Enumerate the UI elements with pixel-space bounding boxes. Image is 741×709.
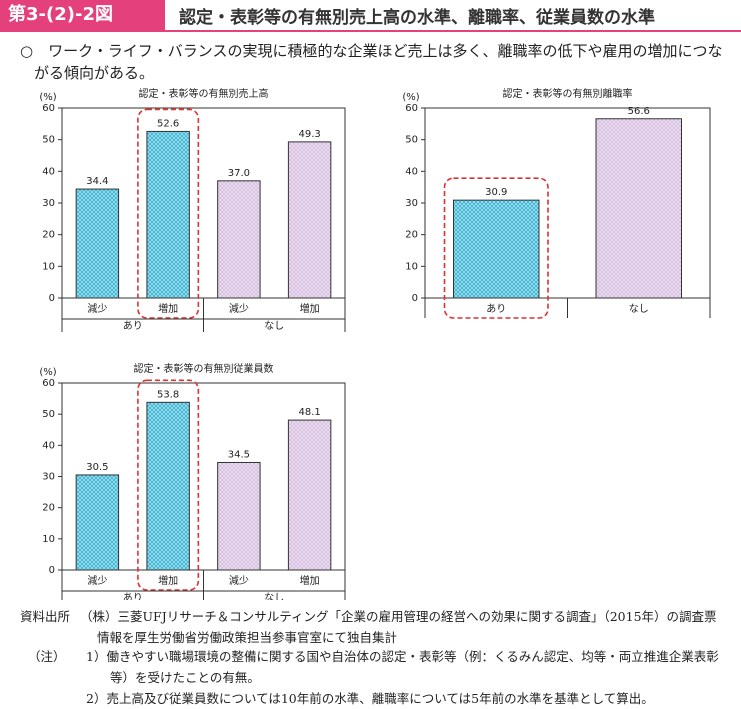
value-label: 53.8 (157, 389, 179, 400)
y-tick-label: 20 (42, 503, 55, 514)
highlight (137, 379, 200, 591)
value-label: 30.9 (485, 187, 507, 198)
bar (217, 180, 261, 299)
group-label: なし (264, 592, 284, 600)
y-tick-label: 0 (412, 293, 418, 304)
group-label: なし (264, 320, 284, 332)
x-tick-label: 増加 (158, 302, 178, 315)
value-label: 49.3 (298, 129, 320, 140)
x-tick-label: 減少 (229, 574, 249, 587)
bar (146, 401, 190, 571)
notes: 1）働きやすい職場環境の整備に関する国や自治体の認定・表彰等（例：くるみん認定、… (86, 646, 728, 709)
value-label: 37.0 (228, 168, 250, 179)
chart-title: 認定・表彰等の有無別離職率 (503, 87, 633, 100)
y-tick-label: 0 (49, 565, 55, 576)
chart-title: 認定・表彰等の有無別売上高 (139, 87, 269, 100)
value-label: 48.1 (298, 407, 320, 418)
y-tick-label: 40 (42, 440, 55, 451)
note-item: 1）働きやすい職場環境の整備に関する国や自治体の認定・表彰等（例：くるみん認定、… (86, 649, 719, 685)
y-tick-label: 50 (42, 409, 55, 420)
highlight (137, 108, 200, 319)
figure-label: 第3-(2)-2図 (0, 0, 165, 30)
summary: ○ ワーク・ライフ・バランスの実現に積極的な企業ほど売上は多く、離職率の低下や雇… (20, 42, 723, 82)
y-tick-label: 50 (42, 135, 55, 146)
y-tick-label: 10 (42, 261, 55, 272)
y-tick-label: 10 (42, 534, 55, 545)
bar (287, 141, 332, 299)
figure-title: 認定・表彰等の有無別売上高の水準、離職率、従業員数の水準 (179, 7, 655, 28)
y-tick-label: 40 (42, 166, 55, 177)
x-tick-label: 減少 (87, 574, 107, 587)
value-label: 34.4 (86, 176, 108, 187)
value-label: 34.5 (228, 449, 250, 460)
y-tick-label: 30 (42, 198, 55, 209)
x-tick-label: あり (486, 303, 506, 315)
y-tick-label: 60 (42, 103, 55, 114)
group-label: あり (123, 592, 143, 600)
x-tick-label: 増加 (300, 574, 320, 587)
header: 第3-(2)-2図 認定・表彰等の有無別売上高の水準、離職率、従業員数の水準 (0, 0, 741, 32)
y-unit: (%) (402, 92, 419, 103)
x-tick-label: 増加 (158, 574, 178, 587)
charts: 認定・表彰等の有無別売上高 (%) 0 10 20 30 40 50 60 34.4 減少 52.6 増… (39, 87, 711, 600)
y-tick-label: 30 (42, 472, 55, 483)
y-tick-label: 60 (405, 103, 418, 114)
y-tick-label: 10 (405, 261, 418, 272)
bar (146, 130, 190, 299)
value-label: 52.6 (157, 118, 179, 129)
highlight (443, 177, 549, 319)
bar (453, 199, 540, 299)
bar (595, 118, 682, 299)
x-tick-label: なし (629, 303, 649, 315)
source-text: （株）三菱UFJリサーチ＆コンサルティング「企業の雇用管理の経営への効果に関する… (80, 609, 717, 645)
note-item: 2）売上高及び従業員数については10年前の水準、離職率については5年前の水準を基… (86, 691, 654, 706)
bar (75, 474, 120, 571)
x-tick-label: 減少 (87, 302, 107, 315)
group-label: あり (123, 320, 143, 332)
chart-title: 認定・表彰等の有無別従業員数 (134, 362, 274, 375)
x-tick-label: 増加 (300, 302, 320, 315)
y-tick-label: 60 (42, 378, 55, 389)
y-unit: (%) (39, 367, 56, 378)
value-label: 56.6 (628, 106, 650, 117)
y-tick-label: 50 (405, 135, 418, 146)
y-unit: (%) (39, 92, 56, 103)
y-tick-label: 40 (405, 166, 418, 177)
bar (287, 419, 332, 571)
x-tick-label: 減少 (229, 302, 249, 315)
y-tick-label: 0 (49, 293, 55, 304)
bar (75, 188, 120, 299)
source-label: 資料出所 (20, 609, 71, 624)
value-label: 30.5 (86, 462, 108, 473)
y-tick-label: 20 (42, 230, 55, 241)
y-tick-label: 30 (405, 198, 418, 209)
y-tick-label: 20 (405, 230, 418, 241)
notes-label: （注） (28, 649, 66, 664)
bar (217, 461, 261, 571)
